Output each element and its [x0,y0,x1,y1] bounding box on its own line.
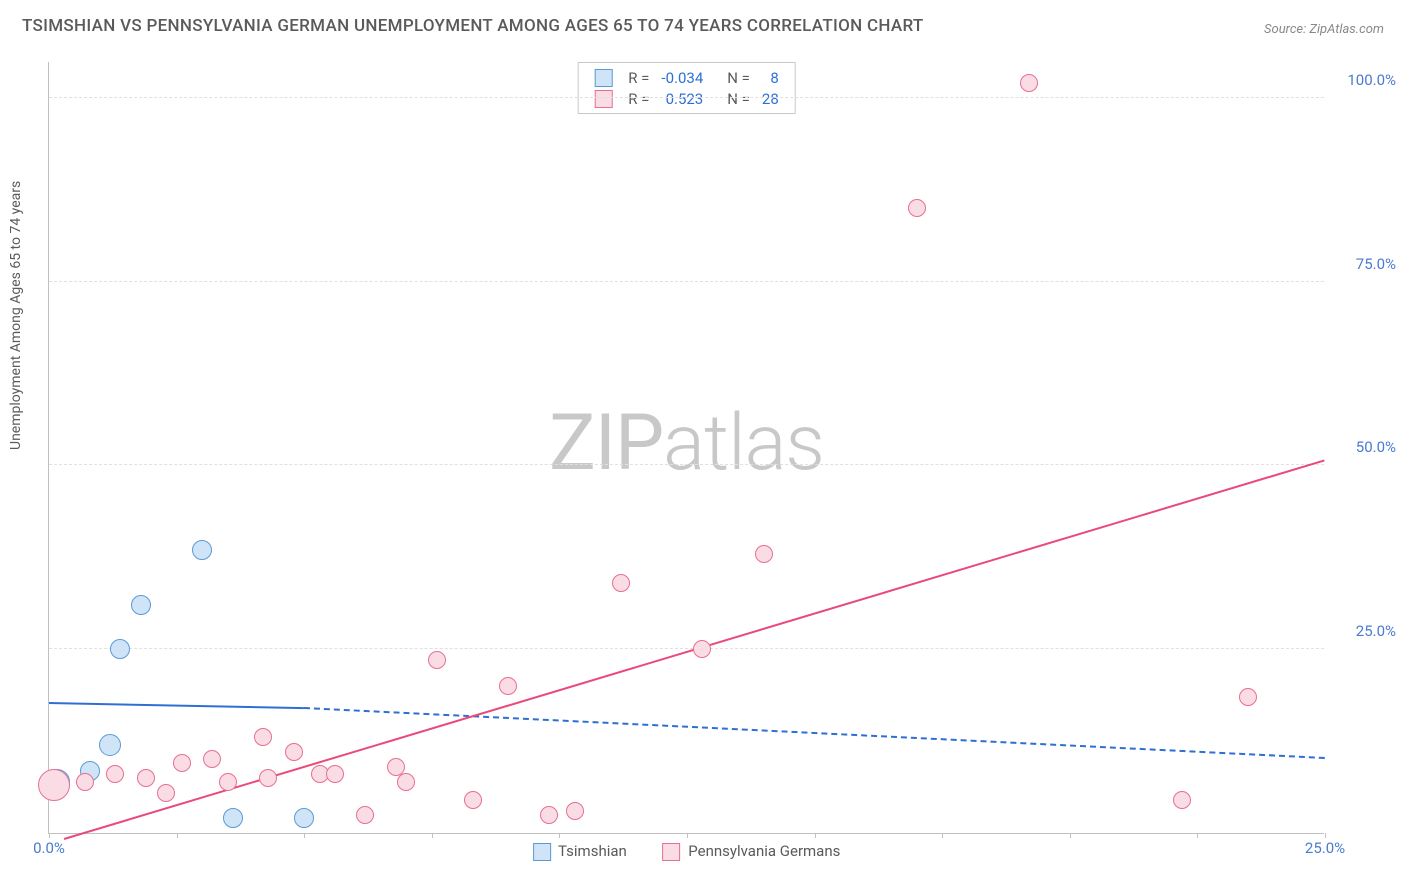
data-point-penn_german [254,728,272,746]
x-tick [1070,833,1071,838]
gridline [49,281,1324,282]
data-point-penn_german [259,769,277,787]
n-label: N = [721,88,756,109]
legend-row-penn-german: R = 0.523 N = 28 [588,88,785,109]
r-value-penn-german: 0.523 [655,88,709,109]
x-tick [1197,833,1198,838]
x-tick [304,833,305,838]
data-point-penn_german [76,773,94,791]
n-label: N = [721,67,756,88]
data-point-penn_german [137,769,155,787]
gridline [49,97,1324,98]
x-tick-label: 0.0% [33,839,65,857]
legend-label-tsimshian: Tsimshian [558,842,627,860]
y-axis-label: Unemployment Among Ages 65 to 74 years [8,181,24,450]
x-tick [1325,833,1326,838]
r-value-tsimshian: -0.034 [655,67,709,88]
data-point-penn_german [285,743,303,761]
x-tick [942,833,943,838]
data-point-tsimshian [192,540,212,560]
data-point-penn_german [755,545,773,563]
trend-line [49,702,304,709]
watermark-bold: ZIP [549,397,663,488]
data-point-penn_german [693,640,711,658]
legend-item-tsimshian: Tsimshian [533,842,627,861]
swatch-penn-german [594,90,612,108]
data-point-tsimshian [110,639,130,659]
data-point-penn_german [428,651,446,669]
y-tick-label: 75.0% [1356,255,1396,273]
x-tick [432,833,433,838]
data-point-penn_german [464,791,482,809]
plot-area: ZIPatlas R = -0.034 N = 8 R = 0.523 N = … [48,62,1324,834]
data-point-penn_german [38,769,70,801]
correlation-legend: R = -0.034 N = 8 R = 0.523 N = 28 [577,62,796,114]
x-tick [49,833,50,838]
x-tick [815,833,816,838]
data-point-tsimshian [223,808,243,828]
data-point-penn_german [356,806,374,824]
data-point-penn_german [1239,688,1257,706]
data-point-penn_german [1020,74,1038,92]
swatch-tsimshian [594,69,612,87]
swatch-tsimshian-bottom [533,843,551,861]
data-point-penn_german [540,806,558,824]
data-point-penn_german [908,199,926,217]
gridline [49,464,1324,465]
legend-item-penn-german: Pennsylvania Germans [663,842,841,861]
gridline [49,648,1324,649]
x-tick [177,833,178,838]
y-tick-label: 50.0% [1356,438,1396,456]
data-point-penn_german [326,765,344,783]
x-tick [687,833,688,838]
data-point-penn_german [157,784,175,802]
data-point-penn_german [612,574,630,592]
r-label: R = [622,67,655,88]
data-point-penn_german [219,773,237,791]
data-point-tsimshian [99,734,121,756]
data-point-tsimshian [131,595,151,615]
watermark: ZIPatlas [549,397,824,488]
data-point-penn_german [566,802,584,820]
n-value-penn-german: 28 [756,88,785,109]
legend-label-penn-german: Pennsylvania Germans [688,842,840,860]
legend-row-tsimshian: R = -0.034 N = 8 [588,67,785,88]
data-point-penn_german [1173,791,1191,809]
data-point-penn_german [203,750,221,768]
chart-title: TSIMSHIAN VS PENNSYLVANIA GERMAN UNEMPLO… [22,16,924,36]
y-tick-label: 25.0% [1356,622,1396,640]
data-point-penn_german [499,677,517,695]
data-point-tsimshian [294,808,314,828]
watermark-thin: atlas [663,397,824,488]
x-tick [559,833,560,838]
x-tick-label: 25.0% [1305,839,1345,857]
trend-line-dashed [304,707,1325,759]
y-tick-label: 100.0% [1347,71,1396,89]
r-label: R = [622,88,655,109]
source-label: Source: ZipAtlas.com [1264,22,1384,37]
n-value-tsimshian: 8 [756,67,785,88]
series-legend: Tsimshian Pennsylvania Germans [517,842,857,861]
data-point-penn_german [173,754,191,772]
swatch-penn-german-bottom [663,843,681,861]
data-point-penn_german [106,765,124,783]
data-point-penn_german [397,773,415,791]
